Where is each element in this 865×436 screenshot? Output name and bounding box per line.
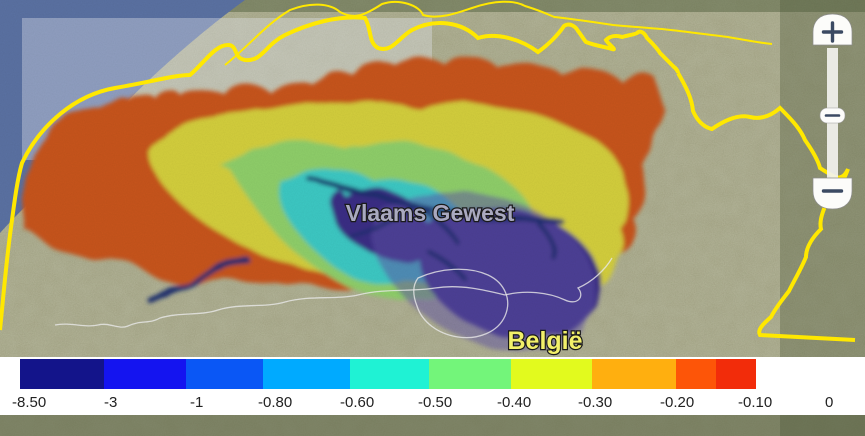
svg-text:0: 0 <box>825 394 833 411</box>
svg-text:-3: -3 <box>104 394 117 411</box>
svg-text:-8.50: -8.50 <box>12 394 46 411</box>
svg-text:-0.30: -0.30 <box>578 394 612 411</box>
svg-text:Vlaams Gewest: Vlaams Gewest <box>346 200 515 226</box>
svg-text:-0.50: -0.50 <box>418 394 452 411</box>
svg-text:-0.60: -0.60 <box>340 394 374 411</box>
svg-text:-0.80: -0.80 <box>258 394 292 411</box>
svg-text:-1: -1 <box>190 394 203 411</box>
svg-text:-0.20: -0.20 <box>660 394 694 411</box>
svg-text:-0.40: -0.40 <box>497 394 531 411</box>
svg-text:-0.10: -0.10 <box>738 394 772 411</box>
svg-text:België: België <box>507 327 582 355</box>
